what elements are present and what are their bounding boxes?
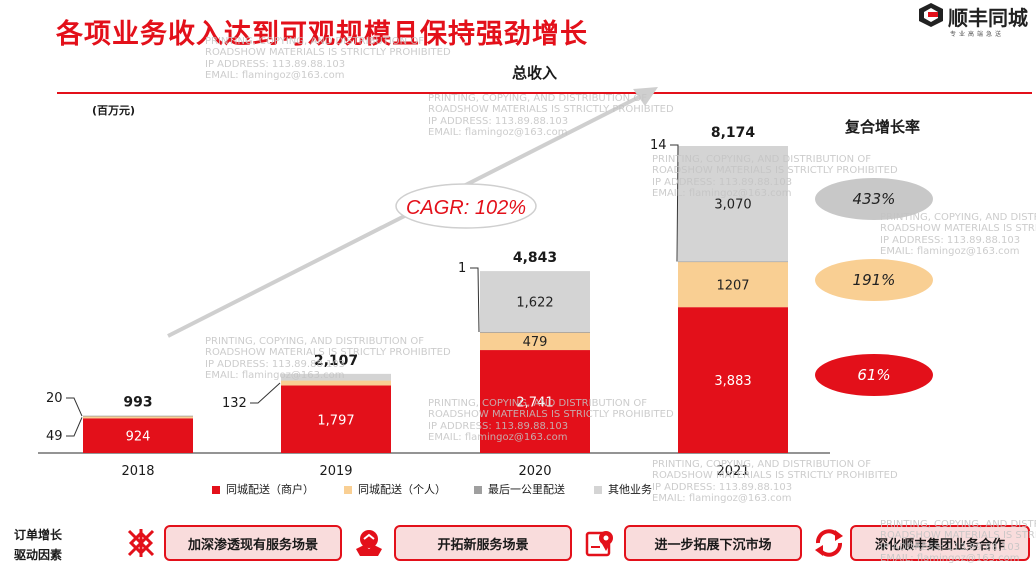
driver-label: 深化顺丰集团业务合作 [874, 537, 1005, 553]
bar-segment-last-mile [83, 415, 193, 417]
network-icon [127, 529, 155, 557]
bar-segment-other [480, 271, 590, 333]
map-pin-icon [585, 531, 613, 557]
callout-label: 20 [46, 391, 63, 406]
bar-total-label: 993 [123, 395, 152, 411]
drivers-label: 订单增长 驱动因素 [14, 525, 62, 565]
x-tick-label: 2021 [716, 464, 749, 479]
watermark-text: PRINTING, COPYING, AND DISTRIBUTION OF R… [880, 212, 1036, 258]
legend-swatch [212, 486, 220, 494]
cagr-arrow-head [633, 87, 658, 106]
cagr-label: CAGR: 102% [406, 197, 526, 219]
bar-segment-individual [83, 416, 193, 419]
segment-label-merchant: 2,741 [516, 396, 553, 411]
refresh-icon [815, 529, 843, 557]
bar-total-label: 2,107 [314, 353, 358, 369]
segment-label-merchant: 3,883 [714, 374, 751, 389]
x-tick-label: 2018 [121, 464, 154, 479]
legend-swatch [344, 486, 352, 494]
bar-segment-individual [281, 380, 391, 386]
callout-label: 1 [458, 261, 466, 276]
watermark-text: PRINTING, COPYING, AND DISTRIBUTION OF R… [652, 154, 898, 200]
x-tick-label: 2019 [319, 464, 352, 479]
bar-segment-merchant [678, 307, 788, 453]
driver-lower-tier-markets: 进一步拓展下沉市场 [624, 525, 802, 561]
cagr-value-individual: 191% [852, 271, 896, 289]
bar-segment-individual [678, 261, 788, 308]
watermark-text: PRINTING, COPYING, AND DISTRIBUTION OF R… [205, 36, 451, 82]
bar-segment-merchant [83, 418, 193, 453]
legend-label: 同城配送（商户） [226, 483, 314, 496]
bar-segment-other [678, 146, 788, 262]
driver-new-scenarios: 开拓新服务场景 [394, 525, 572, 561]
cagr-ellipse-individual: 191% [815, 259, 933, 301]
bar-segment-merchant [480, 350, 590, 453]
driver-label: 进一步拓展下沉市场 [654, 537, 772, 553]
legend-item-merchant: 同城配送（商户） [212, 481, 314, 497]
legend-item-last-mile: 最后一公里配送 [474, 481, 565, 497]
brand-name: 顺丰同城 [948, 6, 1028, 30]
legend-swatch [474, 486, 482, 494]
legend-swatch [594, 486, 602, 494]
drivers-label-line2: 驱动因素 [14, 548, 63, 562]
driver-label: 开拓新服务场景 [437, 537, 529, 553]
callout-label: 132 [222, 396, 247, 411]
callout-leader [250, 382, 281, 404]
segment-label-other: 1,622 [516, 296, 553, 311]
callout-label: 14 [650, 138, 667, 153]
driver-deepen-scenarios: 加深渗透现有服务场景 [164, 525, 342, 561]
callout-label: 49 [46, 429, 63, 444]
cagr-bubble [395, 183, 537, 229]
brand-slogan: 专业高端急送 [950, 31, 1005, 38]
segment-label-merchant: 924 [126, 430, 151, 445]
x-tick-label: 2020 [518, 464, 551, 479]
driver-sf-group-synergy: 深化顺丰集团业务合作 [850, 525, 1030, 561]
watermark-text: PRINTING, COPYING, AND DISTRIBUTION OF R… [205, 336, 451, 382]
legend-item-other: 其他业务 [594, 481, 652, 497]
drivers-label-line1: 订单增长 [14, 528, 63, 542]
callout-leader [670, 144, 679, 262]
legend-label: 其他业务 [608, 483, 652, 496]
watermark-text: PRINTING, COPYING, AND DISTRIBUTION OF R… [652, 459, 898, 505]
bar-segment-individual [480, 332, 590, 351]
legend-label: 最后一公里配送 [488, 483, 565, 496]
segment-label-individual: 479 [523, 335, 548, 350]
legend-label: 同城配送（个人） [358, 483, 446, 496]
legend-item-individual: 同城配送（个人） [344, 481, 446, 497]
bar-segment-other [281, 373, 391, 381]
watermark-text: PRINTING, COPYING, AND DISTRIBUTION OF R… [880, 519, 1036, 565]
segment-label-merchant: 1,797 [317, 413, 354, 428]
chart-title: 总收入 [512, 64, 558, 82]
unit-label: (百万元) [92, 104, 136, 117]
bar-segment-merchant [281, 385, 391, 453]
cagr-ellipse-merchant: 61% [815, 354, 933, 396]
watermark-text: PRINTING, COPYING, AND DISTRIBUTION OF R… [428, 398, 674, 444]
divider [57, 92, 1032, 94]
cagr-column-title: 复合增长率 [845, 118, 921, 136]
bar-total-label: 4,843 [513, 250, 557, 266]
bar-total-label: 8,174 [711, 125, 756, 141]
callout-leader [66, 417, 83, 437]
cagr-value-merchant: 61% [857, 366, 891, 384]
segment-label-individual: 1207 [716, 278, 749, 293]
callout-leader [66, 397, 83, 417]
bar-segment-last-mile [678, 261, 788, 263]
brand-mark-icon [919, 3, 943, 27]
cagr-ellipse-other: 433% [815, 178, 933, 220]
segment-label-other: 3,070 [714, 198, 751, 213]
watermark-text: PRINTING, COPYING, AND DISTRIBUTION OF R… [428, 93, 674, 139]
brand-logo: 顺丰同城 专业高端急送 [918, 0, 1028, 40]
bar-segment-last-mile [480, 332, 590, 333]
handshake-icon [356, 530, 382, 556]
cagr-value-other: 433% [852, 190, 896, 208]
page-title: 各项业务收入达到可观规模且保持强劲增长 [56, 19, 588, 50]
callout-leader [470, 267, 480, 333]
driver-label: 加深渗透现有服务场景 [187, 537, 318, 553]
